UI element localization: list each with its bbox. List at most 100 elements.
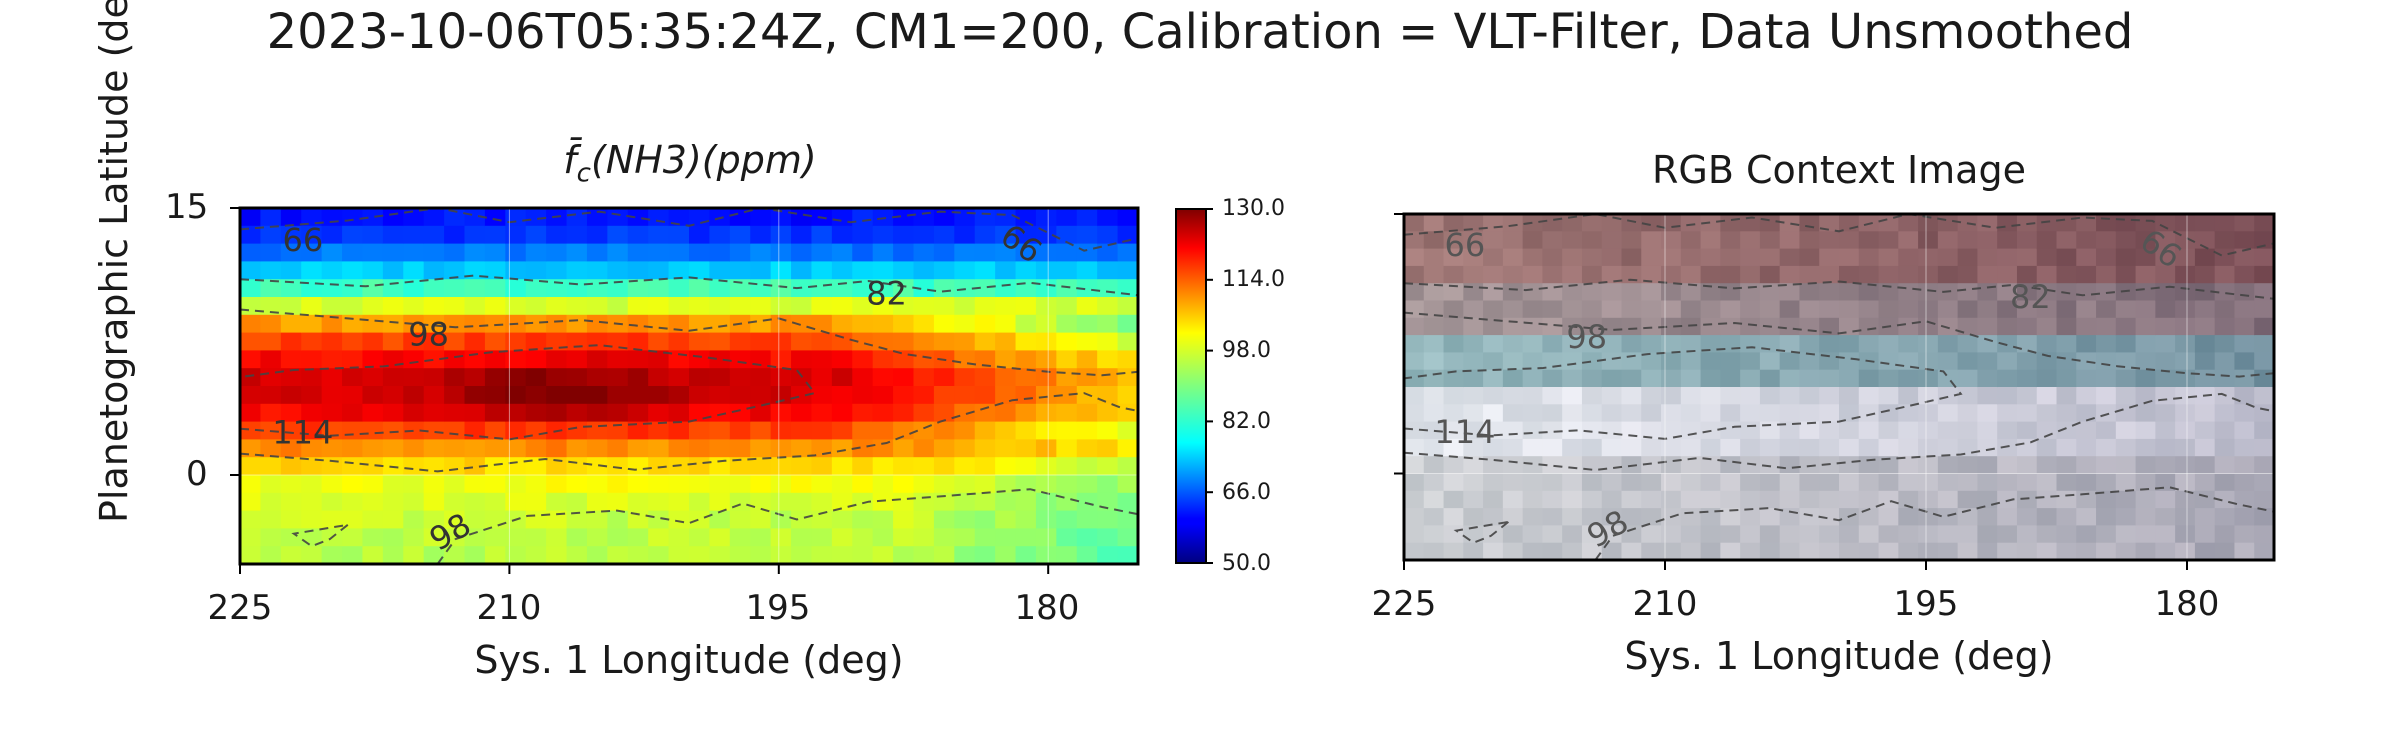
- heatmap-cell: [525, 403, 547, 423]
- heatmap-cell: [1898, 283, 1919, 302]
- heatmap-cell: [913, 457, 935, 476]
- heatmap-cell: [1601, 283, 1623, 302]
- heatmap-cell: [1740, 421, 1761, 440]
- heatmap-cell: [627, 492, 649, 512]
- heatmap-cell: [1443, 525, 1464, 544]
- heatmap-cell: [831, 297, 853, 316]
- heatmap-cell: [974, 225, 996, 245]
- heatmap-cell: [1977, 335, 1998, 353]
- heatmap-cell: [342, 492, 364, 512]
- heatmap-cell: [1918, 214, 1939, 232]
- heatmap-cell: [1581, 265, 1603, 284]
- heatmap-cell: [1056, 510, 1078, 529]
- heatmap-cell: [2135, 421, 2156, 440]
- heatmap-cell: [1621, 542, 1642, 561]
- heatmap-cell: [1542, 490, 1563, 509]
- heatmap-cell: [342, 386, 364, 405]
- heatmap-cell: [2115, 542, 2137, 561]
- heatmap-cell: [1937, 542, 1959, 561]
- heatmap-cell: [1898, 525, 1919, 544]
- heatmap-cell: [913, 261, 935, 280]
- heatmap-cell: [1680, 542, 1702, 561]
- heatmap-cell: [1661, 283, 1682, 302]
- heatmap-cell: [1977, 456, 1998, 475]
- right-x-tick-210: 210: [1632, 584, 1698, 624]
- heatmap-cell: [974, 368, 996, 387]
- heatmap-cell: [586, 546, 608, 565]
- heatmap-cell: [1898, 248, 1919, 267]
- heatmap-cell: [1097, 208, 1119, 227]
- heatmap-cell: [464, 225, 486, 245]
- heatmap-cell: [1680, 214, 1702, 232]
- heatmap-cell: [2175, 490, 2196, 509]
- heatmap-cell: [1997, 525, 2018, 544]
- contour-line-114: [239, 344, 817, 441]
- heatmap-cell: [1799, 542, 1820, 561]
- heatmap-cell: [729, 439, 751, 458]
- heatmap-cell: [668, 475, 690, 494]
- heatmap-cell: [2234, 387, 2255, 405]
- heatmap-cell: [729, 368, 751, 387]
- heatmap-cell: [1759, 387, 1781, 405]
- x-tick-195: 195: [745, 588, 811, 628]
- heatmap-cell: [1918, 456, 1939, 475]
- heatmap-cell: [1015, 546, 1037, 565]
- heatmap-cell: [648, 297, 670, 316]
- heatmap-cell: [668, 439, 690, 458]
- heatmap-cell: [811, 403, 833, 423]
- heatmap-cell: [770, 279, 792, 298]
- heatmap-cell: [2016, 317, 2038, 336]
- heatmap-cell: [791, 546, 813, 565]
- heatmap-cell: [2214, 300, 2236, 319]
- heatmap-cell: [729, 403, 751, 423]
- heatmap-cell: [2076, 404, 2097, 423]
- heatmap-cell: [995, 314, 1017, 334]
- heatmap-cell: [1423, 542, 1445, 561]
- heatmap-cell: [811, 421, 833, 440]
- colorbar-tick-114: 114.0: [1222, 267, 1285, 292]
- heatmap-cell: [546, 386, 568, 405]
- heatmap-cell: [2175, 525, 2196, 544]
- heatmap-cell: [1779, 335, 1801, 353]
- heatmap-cell: [1483, 317, 1504, 336]
- heatmap-cell: [362, 386, 384, 405]
- heatmap-cell: [2194, 508, 2216, 526]
- heatmap-cell: [1720, 490, 1741, 509]
- heatmap-cell: [423, 208, 445, 227]
- heatmap-cell: [933, 225, 955, 245]
- heatmap-cell: [362, 403, 384, 423]
- heatmap-cell: [2214, 352, 2236, 371]
- heatmap-cell: [954, 297, 976, 316]
- heatmap-cell: [974, 314, 996, 334]
- heatmap-cell: [1601, 542, 1623, 561]
- heatmap-cell: [872, 225, 894, 245]
- heatmap-cell: [893, 439, 915, 458]
- heatmap-cell: [2155, 525, 2176, 544]
- heatmap-cell: [1097, 297, 1119, 316]
- heatmap-cell: [444, 492, 466, 512]
- plot-frame: [1402, 212, 2276, 562]
- heatmap-cell: [852, 243, 874, 262]
- heatmap-cell: [770, 492, 792, 512]
- heatmap-cell: [342, 243, 364, 262]
- heatmap-cell: [1720, 248, 1741, 267]
- heatmap-cell: [2016, 421, 2038, 440]
- heatmap-cell: [1423, 456, 1445, 475]
- heatmap-cell: [444, 225, 466, 245]
- heatmap-cell: [791, 403, 813, 423]
- heatmap-cell: [974, 439, 996, 458]
- heatmap-cell: [933, 403, 955, 423]
- heatmap-cell: [1117, 225, 1139, 245]
- heatmap-cell: [1839, 473, 1860, 492]
- heatmap-cell: [729, 546, 751, 565]
- heatmap-cell: [2214, 404, 2236, 423]
- heatmap-cell: [382, 439, 404, 458]
- heatmap-cell: [321, 475, 343, 494]
- heatmap-cell: [1562, 525, 1583, 544]
- heatmap-cell: [852, 314, 874, 334]
- heatmap-cell: [2234, 490, 2255, 509]
- heatmap-cell: [2016, 490, 2038, 509]
- heatmap-cell: [2175, 421, 2196, 440]
- heatmap-cell: [321, 261, 343, 280]
- heatmap-cell: [2076, 352, 2097, 371]
